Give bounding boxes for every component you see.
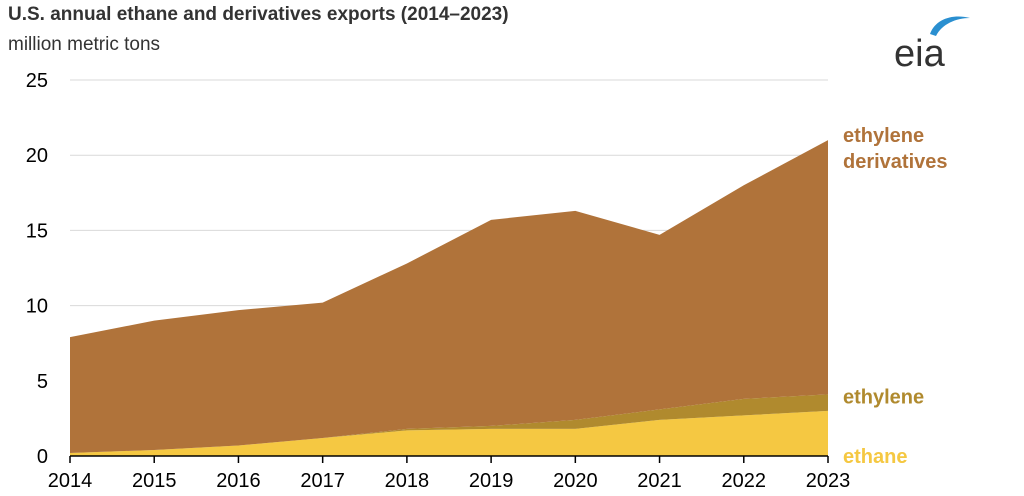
x-tick-label-2015: 2015	[132, 470, 177, 492]
series-label-ethylene-0: ethylene	[843, 386, 924, 408]
x-tick-label-2018: 2018	[385, 470, 430, 492]
series-label-ethane-0: ethane	[843, 446, 907, 468]
chart-subtitle: million metric tons	[8, 34, 161, 55]
area-ethylene-derivatives	[70, 140, 828, 453]
x-axis-ticks: 2014 2015 2016 2017 2018 2019 2020 2021 2022 2023	[48, 456, 851, 492]
series-labels: ethane ethylene ethylene derivatives	[843, 125, 948, 468]
logo-swoosh	[930, 16, 970, 36]
x-tick-label-2014: 2014	[48, 470, 93, 492]
y-tick-label-10: 10	[26, 296, 48, 318]
y-tick-label-15: 15	[26, 220, 48, 242]
x-tick-label-2017: 2017	[300, 470, 345, 492]
stacked-areas	[70, 140, 828, 457]
chart-title: U.S. annual ethane and derivatives expor…	[8, 4, 509, 25]
series-label-ethylene-derivatives-1: derivatives	[843, 151, 948, 173]
eia-logo-icon: eia	[894, 16, 970, 74]
y-tick-label-5: 5	[37, 371, 48, 393]
series-label-ethylene-derivatives-0: ethylene	[843, 125, 924, 147]
area-ethane	[70, 410, 828, 456]
y-tick-label-25: 25	[26, 70, 48, 92]
x-tick-label-2021: 2021	[637, 470, 682, 492]
y-axis-ticks: 0 5 10 15 20 25	[26, 70, 48, 468]
x-tick-label-2020: 2020	[553, 470, 598, 492]
x-tick-label-2019: 2019	[469, 470, 514, 492]
x-tick-label-2022: 2022	[722, 470, 767, 492]
area-ethylene	[70, 394, 828, 453]
x-tick-label-2023: 2023	[806, 470, 851, 492]
y-tick-label-20: 20	[26, 145, 48, 167]
x-tick-label-2016: 2016	[216, 470, 261, 492]
y-tick-label-0: 0	[37, 446, 48, 468]
logo-text: eia	[894, 33, 946, 74]
